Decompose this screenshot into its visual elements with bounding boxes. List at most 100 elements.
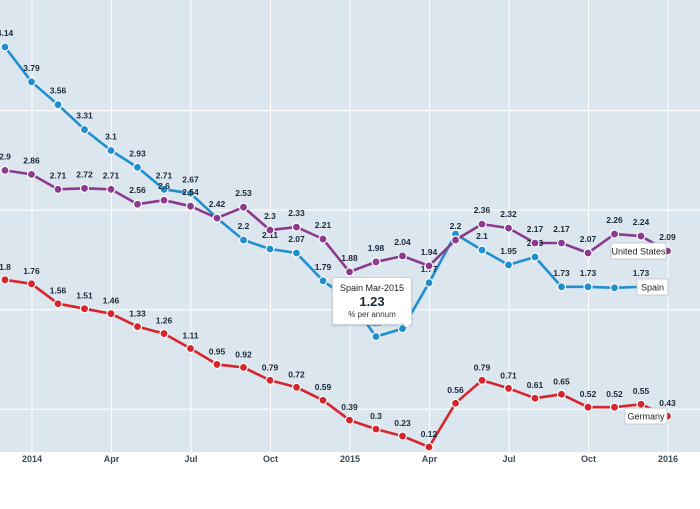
data-point-germany: [212, 359, 222, 370]
data-label-germany: 0.23: [394, 418, 411, 428]
data-label-spain: 3.79: [23, 63, 40, 73]
data-label-united-states: 2.56: [129, 185, 146, 195]
data-point-spain: [0, 42, 10, 52]
data-point-germany: [450, 398, 461, 408]
data-point-spain: [609, 283, 620, 293]
data-label-united-states: 2.32: [500, 209, 517, 219]
data-label-spain: 2.93: [129, 148, 146, 158]
data-label-germany: 1.33: [129, 309, 146, 319]
data-point-united-states: [53, 184, 63, 194]
data-label-spain: 2.07: [288, 234, 305, 244]
data-point-spain: [477, 245, 487, 255]
data-point-germany: [424, 442, 434, 452]
data-label-united-states: 2.9: [0, 151, 11, 161]
data-point-germany: [318, 395, 328, 405]
x-tick-label: Jul: [502, 454, 515, 464]
data-label-united-states: 2.33: [288, 208, 305, 218]
data-point-germany: [26, 279, 37, 289]
data-label-germany: 1.46: [103, 296, 120, 306]
data-point-germany: [0, 275, 10, 285]
data-label-spain: 2.67: [182, 174, 199, 184]
data-point-united-states: [291, 222, 302, 232]
data-point-united-states: [397, 251, 408, 261]
data-label-spain: 2.11: [262, 230, 278, 240]
x-tick-label: Oct: [581, 454, 596, 464]
data-label-spain: 2.2: [238, 221, 250, 231]
data-label-united-states: 2.6: [158, 181, 170, 191]
data-point-spain: [26, 77, 37, 87]
x-tick-label: Oct: [263, 454, 278, 464]
x-tick-label: 2016: [658, 454, 678, 464]
data-label-united-states: 2.72: [76, 169, 93, 179]
data-label-germany: 1.8: [0, 262, 11, 272]
data-label-united-states: 2.3: [264, 211, 276, 221]
data-label-united-states: 2.53: [235, 188, 252, 198]
data-label-germany: 0.56: [447, 385, 464, 395]
data-label-germany: 0.95: [209, 346, 226, 356]
data-label-germany: 0.92: [235, 349, 252, 359]
data-label-spain: 2.71: [156, 170, 173, 180]
data-point-germany: [503, 383, 514, 393]
data-label-germany: 0.61: [527, 380, 544, 390]
data-label-germany: 0.39: [341, 402, 358, 412]
data-label-united-states: 2.26: [606, 215, 623, 225]
data-label-germany: 1.76: [23, 266, 40, 276]
data-point-united-states: [318, 234, 328, 244]
data-label-united-states: 2.09: [659, 232, 676, 242]
data-point-united-states: [212, 213, 222, 223]
data-point-united-states: [371, 257, 381, 267]
data-point-spain: [291, 248, 302, 258]
data-label-spain: 1.73: [553, 268, 570, 278]
data-point-germany: [132, 322, 143, 332]
data-point-spain: [583, 282, 593, 292]
data-point-united-states: [26, 169, 37, 179]
data-point-germany: [636, 399, 646, 409]
tooltip-title: Spain Mar-2015: [339, 283, 405, 293]
data-point-united-states: [503, 223, 514, 233]
data-label-germany: 0.79: [262, 362, 279, 372]
data-label-united-states: 2.86: [23, 155, 40, 165]
x-tick-label: Apr: [104, 454, 120, 464]
data-label-united-states: 2.71: [50, 170, 67, 180]
data-point-germany: [556, 389, 567, 399]
data-point-united-states: [424, 261, 434, 271]
data-label-spain: 4.14: [0, 28, 14, 38]
data-label-united-states: 2.07: [580, 234, 597, 244]
data-point-spain: [106, 145, 116, 156]
data-label-united-states: 2.21: [315, 220, 332, 230]
data-label-germany: 0.71: [500, 370, 517, 380]
data-point-germany: [291, 382, 302, 392]
series-label-united-states: United States: [611, 247, 666, 257]
tooltip-unit: % per annum: [348, 310, 396, 319]
x-tick-label: 2014: [22, 454, 42, 464]
data-point-germany: [344, 415, 355, 425]
data-point-germany: [185, 343, 196, 354]
data-label-united-states: 2.54: [182, 187, 199, 197]
data-label-germany: 0.43: [659, 398, 676, 408]
data-point-united-states: [344, 267, 355, 277]
data-point-germany: [53, 299, 63, 309]
data-label-united-states: 2.36: [474, 205, 491, 215]
data-label-spain: 1.79: [315, 262, 332, 272]
data-point-germany: [477, 375, 487, 385]
data-point-spain: [318, 276, 328, 286]
data-point-united-states: [556, 238, 567, 248]
data-label-germany: 1.51: [76, 291, 93, 301]
data-label-united-states: 2.71: [103, 170, 120, 180]
data-point-spain: [79, 124, 90, 135]
data-point-spain: [238, 235, 249, 245]
data-point-united-states: [636, 231, 646, 241]
series-label-box-germany: [624, 407, 668, 425]
series-label-spain: Spain: [641, 283, 664, 293]
data-point-united-states: [0, 165, 10, 175]
x-tick-label: 2015: [340, 454, 360, 464]
data-label-spain: 1.95: [500, 246, 517, 256]
data-label-germany: 0.3: [370, 411, 382, 421]
data-point-spain: [371, 331, 381, 342]
data-point-spain: [424, 278, 434, 288]
data-point-spain: [503, 260, 514, 270]
data-label-spain: 1.73: [580, 268, 597, 278]
data-point-united-states: [185, 201, 196, 211]
